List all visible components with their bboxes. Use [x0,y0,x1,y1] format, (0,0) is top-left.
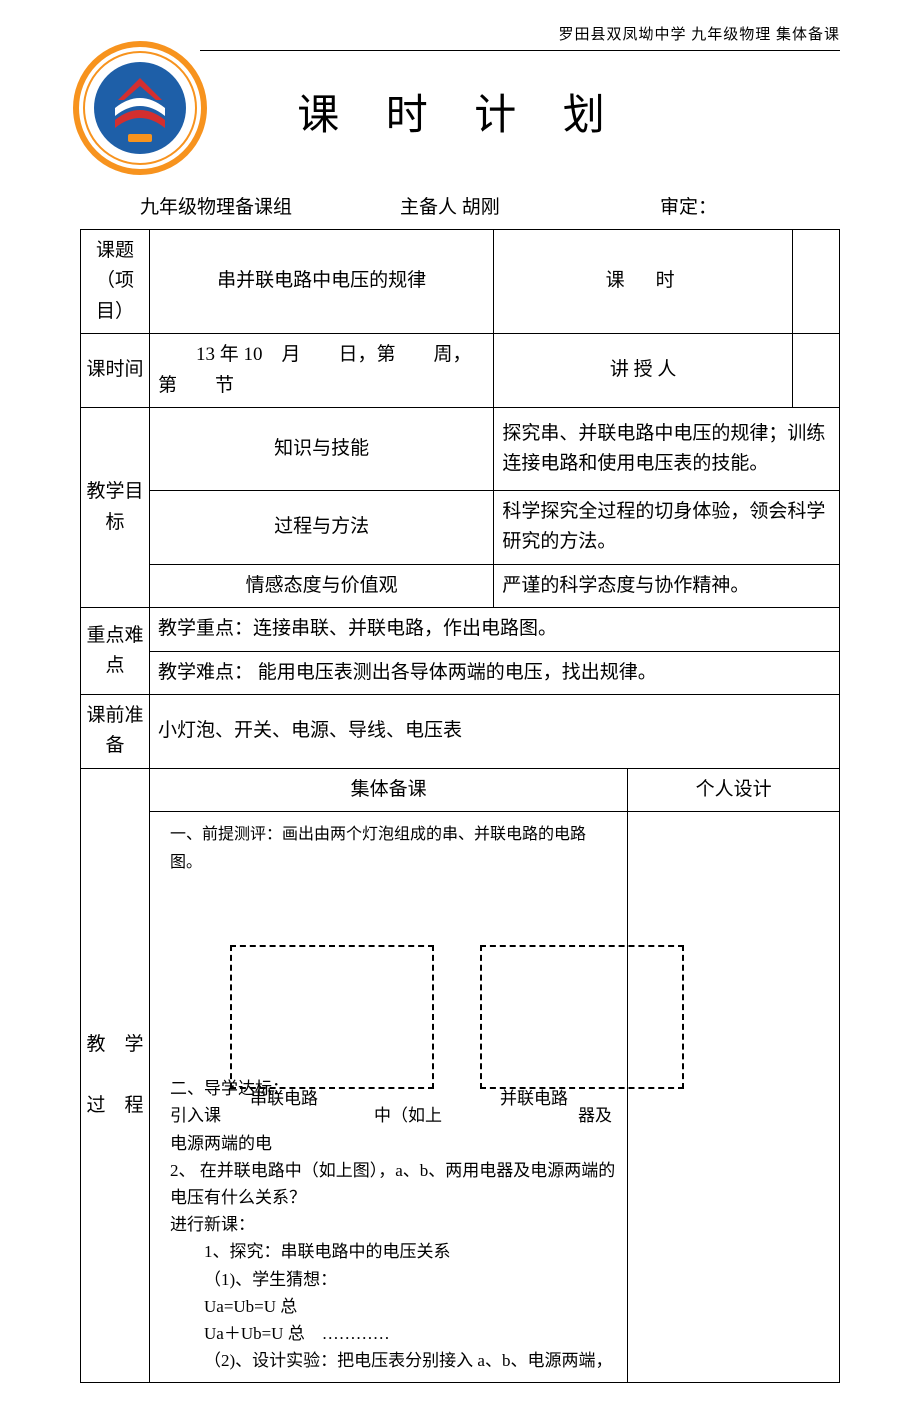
personal-content [628,812,840,1383]
focus-line1: 教学重点：连接串联、并联电路，作出电路图。 [150,608,840,651]
focus-line2: 教学难点： 能用电压表测出各导体两端的电压，找出规律。 [150,651,840,694]
row-time: 课时间 13 年 10 月 日，第 周，第 节 讲 授 人 [81,334,840,408]
goal1-left: 知识与技能 [150,407,494,490]
row-topic: 课题（项目） 串并联电路中电压的规律 课 时 [81,230,840,334]
time-label: 课时间 [81,334,150,408]
row-focus-1: 重点难点 教学重点：连接串联、并联电路，作出电路图。 [81,608,840,651]
period-label: 课 时 [494,230,793,334]
header-school-text: 罗田县双凤坳中学 九年级物理 集体备课 [558,23,840,44]
goal3-right: 严谨的科学态度与协作精神。 [494,564,840,607]
lecturer-label: 讲 授 人 [494,334,793,408]
row-body-content: 一、前提测评：画出由两个灯泡组成的串、并联电路的电路图。 串联电路 并联电路 二… [81,812,840,1383]
series-box [230,945,434,1089]
goals-label: 教学目标 [81,407,150,607]
lecturer-value [793,334,840,408]
prep-label: 课前准备 [81,694,150,768]
content-p5: 进行新课： [170,1215,255,1234]
goal1-right: 探究串、并联电路中电压的规律；训练连接电路和使用电压表的技能。 [494,407,840,490]
preparer-name: 胡刚 [462,197,500,218]
parallel-box [480,945,684,1089]
lesson-plan-table: 课题（项目） 串并联电路中电压的规律 课 时 课时间 13 年 10 月 日，第… [80,229,840,1383]
row-goal-3: 情感态度与价值观 严谨的科学态度与协作精神。 [81,564,840,607]
goal2-right: 科学探究全过程的切身体验，领会科学研究的方法。 [494,490,840,564]
period-value [793,230,840,334]
content-p9: Ua＋Ub=U 总 ………… [170,1320,617,1347]
content-p6: 1、探究：串联电路中的电压关系 [170,1238,617,1265]
row-focus-2: 教学难点： 能用电压表测出各导体两端的电压，找出规律。 [81,651,840,694]
school-logo [70,38,210,178]
header-rule: 罗田县双凤坳中学 九年级物理 集体备课 [200,50,840,51]
row-body-header: 教 学 过 程 集体备课 个人设计 [81,768,840,811]
content-p8: Ua=Ub=U 总 [170,1293,617,1320]
topic-label: 课题（项目） [81,230,150,334]
row-prep: 课前准备 小灯泡、开关、电源、导线、电压表 [81,694,840,768]
reviewer-label: 审定： [660,192,717,219]
diagram-area [170,875,617,1075]
content-p4: 2、 在并联电路中（如上图），a、b、两用电器及电源两端的电压有什么关系？ [170,1161,615,1207]
topic-value: 串并联电路中电压的规律 [150,230,494,334]
col-personal-header: 个人设计 [628,768,840,811]
row-goal-2: 过程与方法 科学探究全过程的切身体验，领会科学研究的方法。 [81,490,840,564]
group-name: 九年级物理备课组 [140,192,400,219]
goal2-left: 过程与方法 [150,490,494,564]
logo-icon [70,38,210,178]
content-p3: 引入课 中（如上 器及电源两端的电 [170,1106,612,1152]
group-content: 一、前提测评：画出由两个灯泡组成的串、并联电路的电路图。 串联电路 并联电路 二… [150,812,628,1383]
content-p7: （1)、学生猜想： [170,1266,617,1293]
row-goal-1: 教学目标 知识与技能 探究串、并联电路中电压的规律；训练连接电路和使用电压表的技… [81,407,840,490]
process-label: 教 学 过 程 [81,768,150,1383]
content-p10: （2)、设计实验：把电压表分别接入 a、b、电源两端， [170,1347,617,1374]
parallel-label: 并联电路 [500,1085,568,1112]
content-p1: 一、前提测评：画出由两个灯泡组成的串、并联电路的电路图。 [170,826,586,871]
preparer-label: 主备人 [400,197,457,218]
focus-label: 重点难点 [81,608,150,695]
time-value: 13 年 10 月 日，第 周，第 节 [150,334,494,408]
preparer: 主备人 胡刚 [400,192,660,219]
col-group-header: 集体备课 [150,768,628,811]
page: 罗田县双凤坳中学 九年级物理 集体备课 课 时 计 划 九年级物理备课组 主备人… [0,0,920,1403]
sub-header: 九年级物理备课组 主备人 胡刚 审定： [140,192,840,219]
goal3-left: 情感态度与价值观 [150,564,494,607]
series-label: 串联电路 [250,1085,318,1112]
prep-value: 小灯泡、开关、电源、导线、电压表 [150,694,840,768]
